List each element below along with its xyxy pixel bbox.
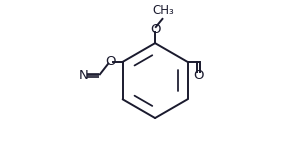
Text: O: O	[150, 23, 160, 36]
Text: O: O	[193, 69, 204, 82]
Text: CH₃: CH₃	[152, 4, 174, 18]
Text: N: N	[79, 69, 88, 82]
Text: O: O	[105, 55, 116, 68]
